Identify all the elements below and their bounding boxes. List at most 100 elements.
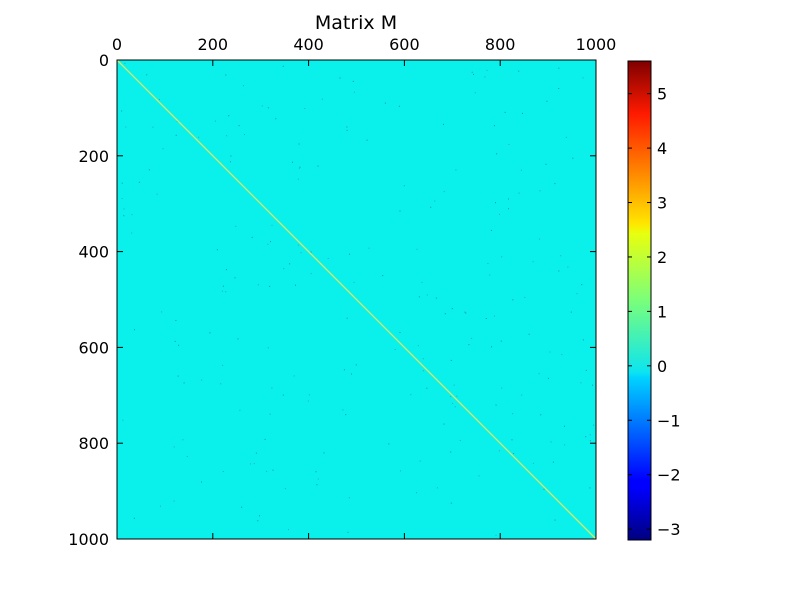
off-diagonal-entry	[315, 471, 317, 473]
off-diagonal-entry	[434, 200, 436, 202]
off-diagonal-entry	[298, 143, 300, 145]
off-diagonal-entry	[443, 123, 444, 125]
off-diagonal-entry	[307, 400, 309, 402]
off-diagonal-entry	[275, 118, 277, 120]
off-diagonal-entry	[422, 358, 424, 360]
colorbar-tick-label: 4	[657, 139, 667, 158]
off-diagonal-entry	[501, 387, 503, 389]
off-diagonal-entry	[304, 108, 306, 109]
off-diagonal-entry	[487, 263, 489, 264]
off-diagonal-entry	[146, 74, 148, 76]
off-diagonal-entry	[491, 346, 492, 348]
off-diagonal-entry	[292, 161, 293, 163]
off-diagonal-entry	[570, 311, 572, 313]
off-diagonal-entry	[261, 105, 263, 107]
heatmap-area	[116, 59, 597, 540]
off-diagonal-entry	[270, 241, 271, 243]
off-diagonal-entry	[522, 112, 523, 114]
colorbar-frame	[627, 60, 652, 541]
off-diagonal-entry	[499, 213, 500, 215]
off-diagonal-entry	[267, 243, 269, 245]
off-diagonal-entry	[564, 444, 566, 446]
off-diagonal-entry	[546, 100, 548, 102]
colorbar-tick-label: 2	[657, 248, 667, 267]
off-diagonal-entry	[521, 394, 523, 396]
off-diagonal-entry	[399, 210, 401, 212]
off-diagonal-entry	[459, 440, 461, 441]
off-diagonal-entry	[421, 281, 423, 283]
off-diagonal-entry	[422, 370, 424, 372]
off-diagonal-entry	[347, 531, 349, 533]
x-tick-label: 800	[485, 35, 516, 54]
off-diagonal-entry	[235, 225, 237, 227]
off-diagonal-entry	[464, 311, 466, 313]
off-diagonal-entry	[450, 359, 452, 361]
off-diagonal-entry	[269, 413, 271, 415]
x-tick-label: 600	[389, 35, 420, 54]
off-diagonal-entry	[349, 253, 350, 255]
off-diagonal-entry	[239, 409, 241, 411]
off-diagonal-entry	[498, 450, 500, 452]
y-tick-label: 600	[78, 338, 109, 357]
off-diagonal-entry	[572, 157, 574, 159]
off-diagonal-entry	[257, 520, 259, 522]
off-diagonal-entry	[352, 80, 354, 82]
off-diagonal-entry	[288, 529, 289, 531]
off-diagonal-entry	[138, 181, 140, 183]
off-diagonal-entry	[558, 88, 560, 89]
off-diagonal-entry	[201, 379, 203, 381]
off-diagonal-entry	[500, 340, 502, 342]
off-diagonal-entry	[267, 107, 269, 109]
y-tick-label: 1000	[68, 530, 109, 549]
off-diagonal-entry	[259, 515, 260, 517]
off-diagonal-entry	[436, 487, 438, 489]
off-diagonal-entry	[489, 274, 491, 276]
off-diagonal-entry	[484, 76, 486, 78]
off-diagonal-entry	[513, 453, 515, 454]
off-diagonal-entry	[403, 185, 405, 187]
off-diagonal-entry	[222, 364, 224, 366]
off-diagonal-entry	[366, 139, 368, 141]
y-tick-label: 400	[78, 243, 109, 262]
off-diagonal-entry	[426, 387, 428, 389]
off-diagonal-entry	[122, 419, 124, 421]
off-diagonal-entry	[508, 198, 509, 200]
colorbar-tick-label: 1	[657, 302, 667, 321]
off-diagonal-entry	[416, 248, 418, 250]
off-diagonal-entry	[343, 369, 345, 371]
off-diagonal-entry	[159, 99, 160, 100]
off-diagonal-entry	[554, 519, 556, 521]
off-diagonal-entry	[298, 167, 300, 169]
off-diagonal-entry	[465, 312, 467, 314]
off-diagonal-entry	[125, 126, 127, 128]
off-diagonal-entry	[133, 517, 135, 519]
off-diagonal-entry	[564, 425, 565, 427]
off-diagonal-entry	[282, 394, 284, 396]
off-diagonal-entry	[508, 144, 510, 145]
off-diagonal-entry	[495, 404, 497, 406]
off-diagonal-entry	[162, 148, 164, 150]
off-diagonal-entry	[494, 125, 495, 127]
off-diagonal-entry	[251, 236, 253, 238]
off-diagonal-entry	[297, 178, 299, 180]
off-diagonal-entry	[398, 105, 400, 107]
off-diagonal-entry	[295, 284, 296, 286]
off-diagonal-entry	[471, 71, 473, 73]
off-diagonal-entry	[490, 229, 492, 231]
off-diagonal-entry	[549, 351, 551, 353]
off-diagonal-entry	[175, 134, 177, 136]
off-diagonal-entry	[554, 183, 556, 185]
off-diagonal-entry	[152, 126, 154, 128]
off-diagonal-entry	[593, 424, 594, 426]
chart-title: Matrix M	[315, 12, 397, 34]
off-diagonal-entry	[289, 263, 291, 265]
y-tick-label: 0	[99, 51, 109, 70]
x-tick-label: 400	[293, 35, 324, 54]
off-diagonal-entry	[221, 290, 223, 292]
off-diagonal-entry	[173, 500, 175, 502]
off-diagonal-entry	[543, 488, 545, 490]
off-diagonal-entry	[209, 332, 211, 334]
off-diagonal-entry	[284, 488, 286, 490]
off-diagonal-entry	[317, 478, 319, 480]
off-diagonal-entry	[353, 281, 355, 283]
